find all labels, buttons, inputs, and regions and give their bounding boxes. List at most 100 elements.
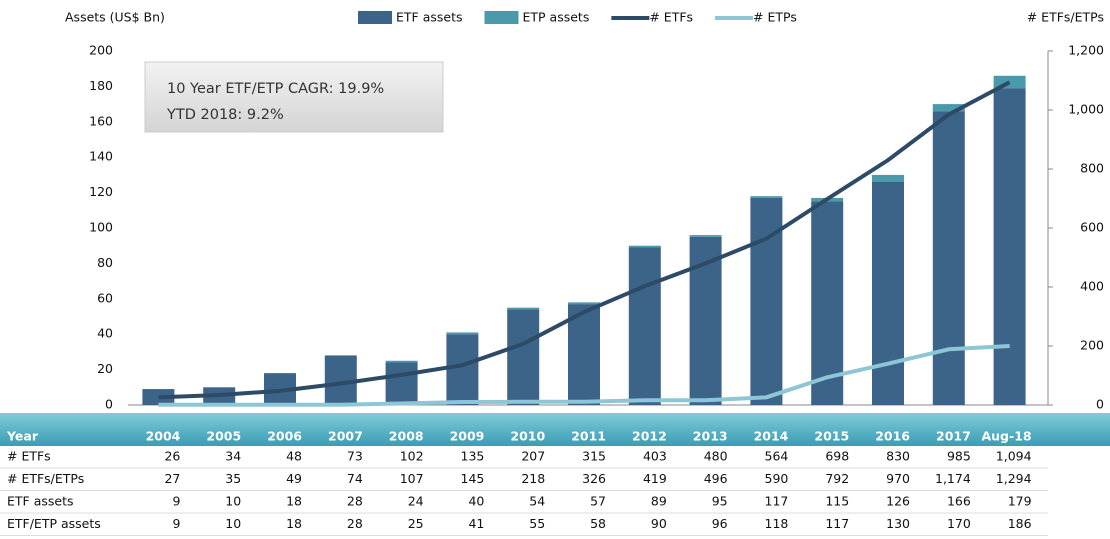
table-cell: 166	[947, 494, 971, 509]
table-year: Aug-18	[981, 429, 1031, 444]
table-cell: 40	[468, 494, 484, 509]
y2-tick-label: 200	[1080, 338, 1104, 353]
y-tick-label: 200	[89, 43, 113, 58]
table-cell: 102	[400, 449, 424, 464]
bar	[689, 235, 722, 237]
table-cell: 115	[825, 494, 849, 509]
bar	[932, 104, 965, 112]
table-cell: 1,094	[996, 449, 1032, 464]
bar	[628, 247, 661, 405]
y2-tick-label: 800	[1080, 161, 1104, 176]
table-cell: 49	[286, 471, 302, 486]
y-tick-label: 120	[89, 184, 113, 199]
y2-tick-label: 1,200	[1068, 43, 1104, 58]
y-tick-label: 80	[97, 255, 113, 270]
table-cell: 41	[468, 516, 484, 531]
table-cell: 25	[408, 516, 424, 531]
legend-label: ETF assets	[396, 10, 463, 25]
table-year: 2015	[814, 429, 849, 444]
y-tick-label: 180	[89, 78, 113, 93]
bar	[872, 174, 904, 182]
table-cell: 186	[1008, 516, 1032, 531]
bar	[628, 245, 661, 248]
table-year: 2009	[450, 429, 485, 444]
table-cell: 135	[461, 449, 485, 464]
annotation-box	[144, 61, 444, 133]
table-cell: 35	[225, 471, 241, 486]
table-row-label: ETF/ETP assets	[7, 516, 101, 531]
bar	[385, 360, 418, 363]
table-cell: 9	[172, 494, 180, 509]
legend-label: ETP assets	[523, 10, 590, 25]
bar	[446, 332, 479, 335]
table-cell: 74	[347, 471, 363, 486]
table-cell: 18	[286, 516, 302, 531]
table-cell: 985	[947, 449, 971, 464]
y2-tick-label: 400	[1080, 279, 1104, 294]
table-year: 2012	[632, 429, 667, 444]
table-cell: 24	[408, 494, 424, 509]
bar	[507, 309, 540, 405]
line	[158, 80, 1011, 400]
table-cell: 130	[886, 516, 910, 531]
table-cell: 419	[643, 471, 667, 486]
table-cell: 145	[461, 471, 485, 486]
table-cell: 590	[765, 471, 789, 486]
bar	[811, 201, 844, 405]
annotation: YTD 2018: 9.2%	[166, 107, 284, 123]
legend-swatch	[358, 11, 392, 24]
table-year: 2013	[693, 429, 728, 444]
table-cell: 57	[590, 494, 606, 509]
bar	[993, 88, 1026, 406]
table-cell: 117	[825, 516, 849, 531]
table-cell: 18	[286, 494, 302, 509]
table-cell: 28	[347, 494, 363, 509]
table-year: 2005	[206, 429, 241, 444]
table-cell: 54	[529, 494, 545, 509]
y-tick-label: 100	[89, 220, 113, 235]
table-cell: 698	[825, 449, 849, 464]
table-cell: 496	[704, 471, 728, 486]
y2-tick-label: 0	[1096, 397, 1104, 412]
table-cell: 10	[225, 494, 241, 509]
y-tick-label: 60	[97, 290, 113, 305]
table-cell: 10	[225, 516, 241, 531]
table-cell: 27	[164, 471, 180, 486]
y-tick-label: 160	[89, 113, 113, 128]
annotation: 10 Year ETF/ETP CAGR: 19.9%	[167, 81, 384, 97]
table-cell: 326	[582, 471, 606, 486]
table-cell: 1,294	[996, 471, 1032, 486]
table-year: 2011	[571, 429, 606, 444]
table-row-label: # ETFs/ETPs	[7, 471, 84, 486]
y-tick-label: 40	[97, 326, 113, 341]
y2-axis-title: # ETFs/ETPs	[1027, 10, 1104, 25]
bar	[507, 307, 540, 310]
table-cell: 830	[886, 449, 910, 464]
table-cell: 58	[590, 516, 606, 531]
bar	[568, 302, 600, 305]
table-cell: 9	[172, 516, 180, 531]
table-year: 2010	[510, 429, 545, 444]
table-row-label: # ETFs	[7, 449, 51, 464]
table-year: 2006	[267, 429, 302, 444]
table-cell: 564	[765, 449, 789, 464]
bar	[750, 196, 783, 198]
table-cell: 107	[400, 471, 424, 486]
table-cell: 90	[651, 516, 667, 531]
table-cell: 55	[529, 516, 545, 531]
table-cell: 34	[225, 449, 241, 464]
table-year: 2008	[389, 429, 424, 444]
table-cell: 126	[886, 494, 910, 509]
bar	[568, 304, 600, 405]
y-tick-label: 0	[105, 397, 113, 412]
table-cell: 48	[286, 449, 302, 464]
table-year: 2007	[328, 429, 363, 444]
legend-label: # ETPs	[753, 10, 797, 25]
table-cell: 792	[825, 471, 849, 486]
table-cell: 96	[712, 516, 728, 531]
table-cell: 73	[347, 449, 363, 464]
bar	[932, 111, 965, 406]
table-year: 2004	[146, 429, 181, 444]
table-cell: 207	[521, 449, 545, 464]
bar	[385, 362, 418, 405]
